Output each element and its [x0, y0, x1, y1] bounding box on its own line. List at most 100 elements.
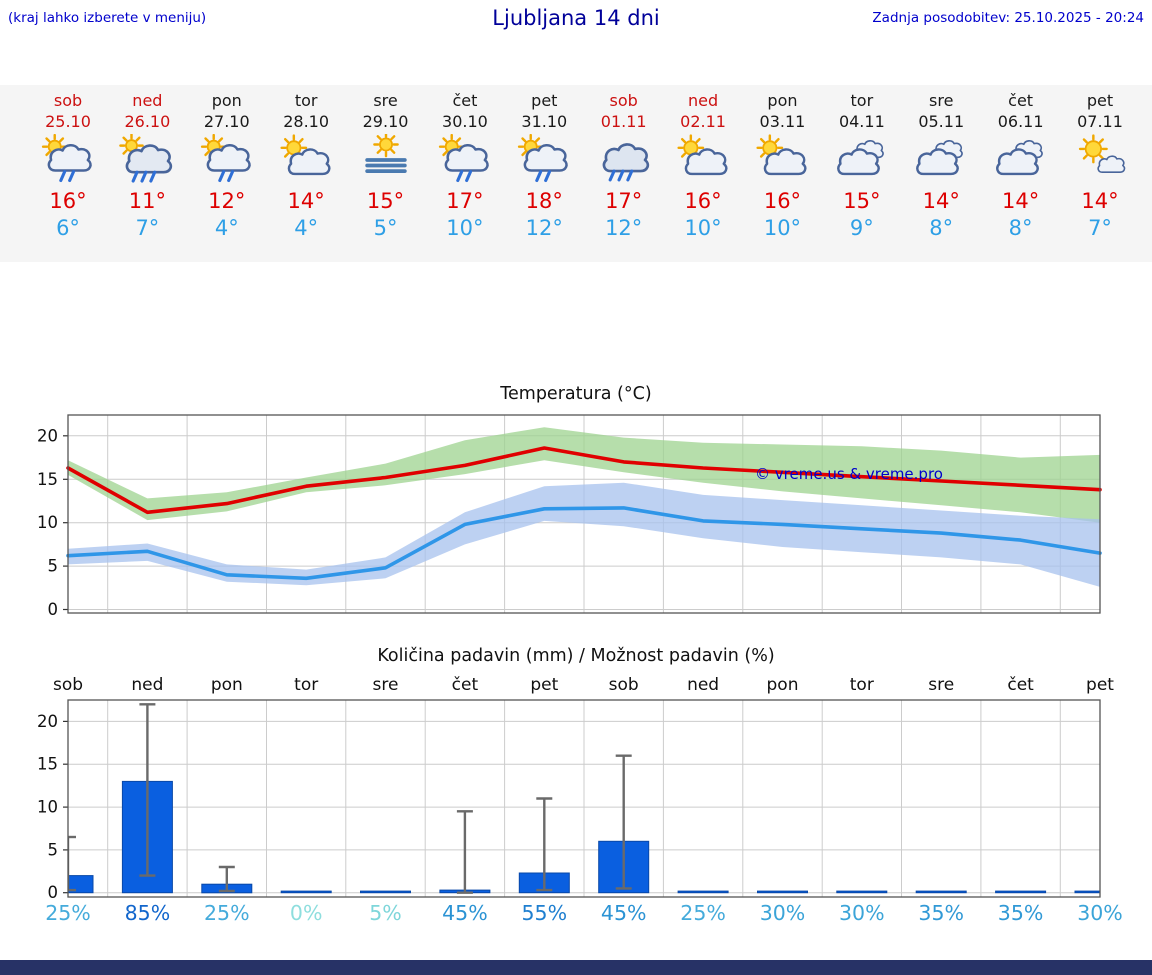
day-min-temp: 6° [56, 216, 80, 240]
raindrop [59, 170, 67, 183]
day-min-temp: 7° [135, 216, 160, 240]
precip-day-label: sob [53, 675, 83, 695]
raindrop [626, 169, 633, 182]
menu-hint-note: (kraj lahko izberete v meniju) [8, 10, 207, 26]
precip-day-label: ned [687, 675, 719, 695]
day-max-temp: 17° [605, 189, 643, 213]
day-date: 03.11 [759, 112, 806, 131]
day-column-31.10: pet 31.10 18° 12° [504, 90, 584, 242]
watermark-link[interactable]: © vreme.us & vreme.pro [755, 465, 943, 483]
day-name: sre [373, 91, 398, 110]
day-max-temp: 14° [1001, 189, 1040, 213]
cloud-part [836, 148, 880, 176]
cloud-part [602, 143, 649, 173]
raindrop [226, 170, 234, 183]
weather-icon-sun-cloud-small [1078, 134, 1126, 173]
precip-day-label: tor [294, 675, 318, 695]
day-column-28.10: tor 28.10 14° 4° [266, 90, 346, 242]
sun-part [280, 134, 308, 162]
raindrop [535, 170, 543, 183]
precip-day-label: sre [928, 675, 954, 695]
raindrop [456, 170, 464, 183]
precip-bar [68, 875, 94, 894]
cloud-part [444, 144, 489, 172]
day-min-temp: 5° [373, 216, 398, 240]
precip-day-label: pon [211, 675, 243, 695]
raindrop [140, 170, 148, 183]
precip-percent-label: 25% [204, 901, 250, 925]
cloud-part [995, 148, 1039, 176]
sun-part [677, 134, 705, 162]
forecast-days-strip: sob 25.10 16° 6° ned 26.10 11° 7° pon 27.10 12° 4° t… [0, 85, 1152, 262]
precip-ytick-label: 5 [48, 840, 59, 859]
weather-icon-fog-sun [364, 134, 407, 173]
precipitation-chart-title: Količina padavin (mm) / Možnost padavin … [377, 646, 775, 666]
precip-whisker [68, 835, 76, 892]
precip-day-label: sre [373, 675, 399, 695]
cloud-part [916, 148, 960, 176]
day-date: 02.11 [680, 112, 726, 131]
day-max-temp: 15° [366, 189, 405, 213]
day-name: tor [294, 91, 318, 110]
precip-whisker [218, 865, 235, 893]
precip-percent-label: 0% [290, 901, 323, 925]
precip-whisker [139, 703, 156, 877]
precip-percent-label: 30% [760, 901, 806, 925]
day-min-temp: 10° [446, 216, 484, 240]
min-temperature-range-band [68, 482, 1100, 587]
day-column-02.11: ned 02.11 16° 10° [663, 90, 743, 242]
day-max-temp: 16° [763, 189, 802, 213]
temp-ytick-label: 10 [37, 513, 58, 532]
cloud-part [523, 144, 569, 172]
top-bar: (kraj lahko izberete v meniju) Ljubljana… [0, 6, 1152, 40]
precip-percent-label: 55% [522, 901, 568, 925]
precip-percent-label: 5% [369, 901, 402, 925]
weather-icon-sun-cloud-rain [518, 134, 569, 183]
cloud-part [206, 144, 251, 172]
day-min-temp: 8° [929, 216, 954, 240]
precip-day-label: pet [530, 675, 558, 695]
day-name: ned [132, 91, 163, 110]
day-max-temp: 16° [684, 189, 722, 213]
day-date: 06.11 [997, 112, 1044, 131]
cloud-part [684, 148, 728, 176]
day-column-01.11: sob 01.11 17° 12° [584, 90, 664, 242]
precip-day-label: ned [131, 675, 163, 695]
weather-icon-sun-cloud [756, 134, 807, 176]
precip-percent-label: 85% [125, 901, 171, 925]
weather-icon-sun-cloud-heavy-rain [119, 134, 173, 183]
day-column-05.11: sre 05.11 14° 8° [901, 90, 981, 242]
cloud-part [126, 144, 173, 174]
cloud-part [287, 148, 331, 176]
day-date: 01.11 [600, 112, 647, 131]
precip-ytick-label: 0 [48, 883, 59, 902]
day-name: pet [1086, 91, 1114, 110]
day-min-temp: 9° [849, 216, 874, 240]
precip-day-label: čet [452, 675, 479, 695]
precip-percent-label: 35% [998, 901, 1044, 925]
precip-day-label: tor [850, 675, 874, 695]
day-column-06.11: čet 06.11 14° 8° [981, 90, 1061, 242]
precip-day-label: pet [1086, 675, 1114, 695]
precip-bar [836, 890, 888, 894]
day-min-temp: 10° [763, 216, 802, 240]
precip-percent-label: 30% [839, 901, 885, 925]
precip-day-label: pon [767, 675, 799, 695]
weather-icon-sun-cloud-rain [200, 134, 251, 183]
raindrop [68, 170, 76, 183]
day-min-temp: 4° [214, 216, 239, 240]
day-date: 07.11 [1077, 112, 1123, 131]
precip-bar [995, 890, 1047, 894]
max-temperature-line [66, 446, 1102, 515]
max-temperature-range-band [68, 427, 1100, 523]
raindrop [218, 170, 225, 183]
day-name: čet [452, 91, 478, 110]
temp-ytick-label: 5 [48, 557, 59, 576]
precip-percent-label: 30% [1077, 901, 1123, 925]
precip-percent-label: 35% [918, 901, 964, 925]
cloud-part [47, 144, 92, 172]
temperature-chart: 0 5 10 15 20 © vreme.us & vreme.pro [37, 414, 1102, 618]
raindrop [131, 170, 139, 183]
day-date: 26.10 [124, 112, 171, 131]
precip-whisker [615, 754, 632, 890]
